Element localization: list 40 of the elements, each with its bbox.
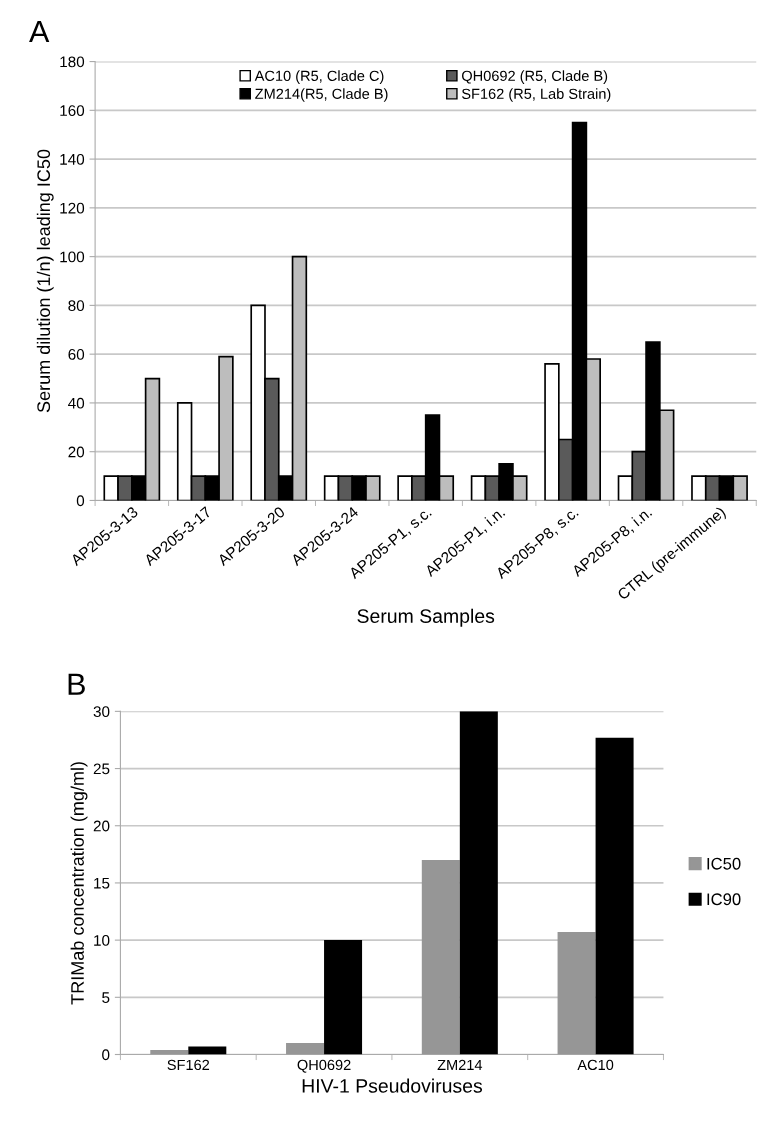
y-tick-label: 40 (68, 397, 85, 409)
bar (324, 940, 363, 1055)
legend-label: AC10 (R5, Clade C) (254, 70, 384, 84)
x-tick-label: QH0692 (297, 1059, 351, 1073)
bar (188, 1046, 227, 1055)
bar (595, 737, 634, 1055)
y-tick-label: 0 (102, 1049, 110, 1061)
y-tick-label: 20 (93, 820, 110, 832)
x-tick-label: AC10 (577, 1059, 614, 1071)
legend-label: IC90 (707, 893, 741, 906)
y-tick-label: 80 (68, 300, 85, 312)
y-tick-label: 0 (76, 495, 85, 507)
y-tick-label: 140 (60, 153, 85, 165)
legend-label: QH0692 (R5, Clade B) (462, 70, 608, 84)
y-tick-label: 30 (93, 706, 110, 718)
y-axis-title: TRIMab concentration (mg/ml) (70, 762, 88, 1005)
text: B (68, 673, 85, 695)
y-tick-label: 120 (60, 202, 85, 214)
y-tick-label: 100 (60, 251, 85, 263)
y-tick-label: 15 (94, 877, 110, 889)
bar (459, 711, 498, 1055)
x-axis-title: HIV-1 Pseudoviruses (302, 1078, 483, 1093)
y-tick-label: 25 (93, 763, 110, 775)
y-tick-label: 180 (60, 56, 85, 68)
bar (421, 860, 460, 1055)
bar (557, 932, 596, 1055)
y-tick-label: 60 (68, 349, 85, 360)
legend-label: IC50 (707, 857, 741, 870)
y-tick-label: 10 (94, 934, 110, 946)
text: A (29, 21, 50, 43)
y-axis-title: Serum dilution (1/n) leading IC50 (36, 149, 54, 413)
legend-label: SF162 (R5, Lab Strain) (461, 88, 611, 102)
x-axis-title: Serum Samples (357, 608, 495, 627)
x-tick-label: ZM214 (437, 1059, 483, 1070)
legend-label: ZM214(R5, Clade B) (255, 88, 388, 102)
y-tick-label: 160 (60, 105, 85, 117)
y-tick-label: 5 (102, 992, 110, 1003)
y-tick-label: 20 (68, 446, 85, 458)
x-tick-label: SF162 (167, 1059, 210, 1071)
bar (286, 1043, 325, 1055)
